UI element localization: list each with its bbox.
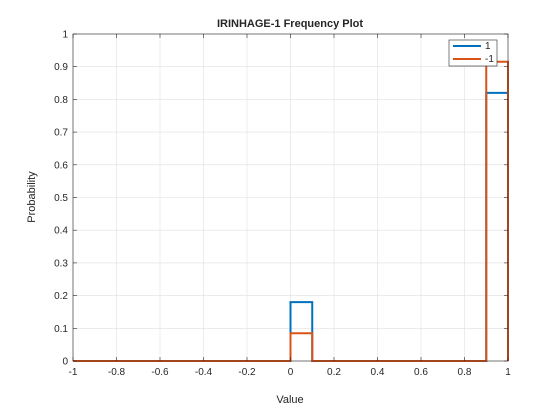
y-axis-label: Probability: [26, 171, 38, 223]
y-tick-label: 0.2: [54, 291, 68, 302]
x-tick-label: -1: [69, 367, 78, 378]
y-tick-label: 0.9: [54, 62, 68, 73]
legend: 1 -1: [448, 39, 498, 67]
x-tick-label: -0.2: [238, 367, 256, 378]
x-tick-label: 0.2: [327, 367, 341, 378]
y-tick-label: 0.8: [54, 95, 68, 106]
x-tick-label: -0.6: [151, 367, 169, 378]
y-tick-label: 0.5: [54, 193, 68, 204]
x-tick-label: 1: [505, 367, 511, 378]
x-tick-label: 0: [288, 367, 294, 378]
x-tick-label: 0.6: [414, 367, 428, 378]
chart-title: IRINHAGE-1 Frequency Plot: [217, 18, 363, 30]
y-tick-label: 0: [62, 357, 68, 368]
y-tick-label: 0.1: [54, 324, 68, 335]
legend-label-minus-1: -1: [485, 54, 494, 65]
x-tick-label: 0.4: [371, 367, 385, 378]
ticks: -1 -0.8 -0.6 -0.4 -0.2 0 0.2 0.4 0.6 0.8 1 0 0.1 0.2 0…: [54, 30, 511, 379]
y-tick-label: 0.6: [54, 160, 68, 171]
y-tick-label: 0.7: [54, 128, 68, 139]
y-tick-label: 0.3: [54, 258, 68, 269]
y-tick-label: 1: [62, 30, 68, 41]
x-tick-label: -0.8: [108, 367, 126, 378]
x-axis-label: Value: [276, 394, 303, 406]
legend-label-1: 1: [485, 41, 491, 52]
x-tick-label: 0.8: [458, 367, 472, 378]
x-tick-label: -0.4: [195, 367, 213, 378]
y-tick-label: 0.4: [54, 226, 68, 237]
legend-box: [448, 39, 498, 67]
